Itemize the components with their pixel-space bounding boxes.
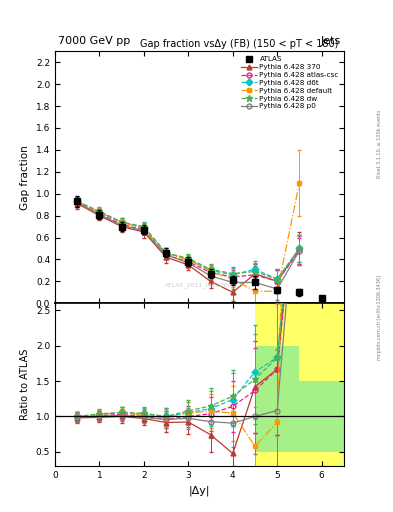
Y-axis label: Ratio to ATLAS: Ratio to ATLAS [20, 349, 30, 420]
Text: 7000 GeV pp: 7000 GeV pp [58, 36, 130, 46]
X-axis label: |Δy|: |Δy| [189, 485, 210, 496]
Text: ATLAS_2011_I912260: ATLAS_2011_I912260 [165, 283, 232, 288]
Text: Rivet 3.1.10, ≥ 100k events: Rivet 3.1.10, ≥ 100k events [377, 109, 382, 178]
Text: mcplots.cern.ch [arXiv:1306.3436]: mcplots.cern.ch [arXiv:1306.3436] [377, 275, 382, 360]
Text: Jets: Jets [321, 36, 341, 46]
Text: Gap fraction vsΔy (FB) (150 < pT < 180): Gap fraction vsΔy (FB) (150 < pT < 180) [140, 39, 338, 49]
Legend: ATLAS, Pythia 6.428 370, Pythia 6.428 atlas-csc, Pythia 6.428 d6t, Pythia 6.428 : ATLAS, Pythia 6.428 370, Pythia 6.428 at… [239, 55, 340, 111]
Y-axis label: Gap fraction: Gap fraction [20, 145, 30, 209]
